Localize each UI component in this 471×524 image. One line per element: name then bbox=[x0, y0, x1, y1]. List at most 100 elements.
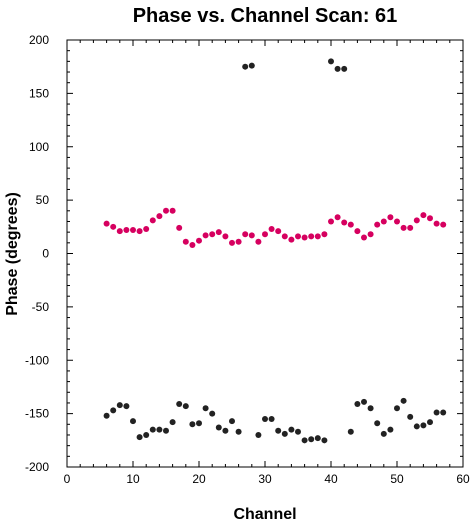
data-point bbox=[163, 207, 169, 214]
data-point bbox=[176, 224, 183, 231]
data-point bbox=[149, 217, 156, 224]
data-point bbox=[295, 233, 301, 240]
data-point bbox=[169, 419, 176, 426]
data-point bbox=[123, 227, 130, 234]
data-point bbox=[275, 427, 282, 434]
data-point bbox=[182, 238, 189, 245]
data-point bbox=[354, 401, 361, 408]
data-point bbox=[413, 423, 420, 430]
data-point bbox=[268, 415, 275, 422]
data-point bbox=[248, 232, 255, 239]
data-point bbox=[103, 220, 110, 227]
data-point bbox=[301, 437, 308, 444]
data-point bbox=[163, 427, 169, 434]
data-point bbox=[275, 228, 282, 235]
data-point bbox=[262, 415, 268, 422]
data-point bbox=[308, 436, 315, 443]
data-point bbox=[222, 427, 229, 434]
data-point bbox=[347, 428, 354, 435]
data-points bbox=[103, 58, 447, 444]
data-point bbox=[367, 231, 374, 238]
data-point bbox=[215, 424, 222, 431]
x-tick-label: 50 bbox=[390, 472, 404, 486]
data-point bbox=[321, 231, 328, 238]
data-point bbox=[341, 219, 348, 226]
data-point bbox=[110, 407, 117, 414]
data-point bbox=[374, 420, 381, 427]
data-point bbox=[367, 405, 374, 412]
data-point bbox=[130, 418, 136, 425]
data-point bbox=[295, 428, 301, 435]
data-point bbox=[314, 435, 321, 442]
data-point bbox=[308, 233, 315, 240]
data-point bbox=[235, 428, 242, 435]
data-point bbox=[387, 426, 394, 433]
data-point bbox=[334, 214, 341, 221]
data-point bbox=[209, 231, 216, 238]
data-point bbox=[328, 58, 334, 65]
data-point bbox=[242, 63, 249, 70]
y-tick-label: 50 bbox=[36, 193, 50, 207]
data-point bbox=[136, 434, 143, 441]
data-point bbox=[407, 224, 414, 231]
data-point bbox=[361, 398, 367, 405]
data-point bbox=[361, 234, 367, 241]
data-point bbox=[136, 228, 143, 235]
y-tick-label: -100 bbox=[25, 353, 49, 367]
data-point bbox=[262, 231, 268, 238]
data-point bbox=[420, 212, 427, 219]
data-point bbox=[427, 419, 433, 426]
x-tick-label: 10 bbox=[126, 472, 140, 486]
data-point bbox=[149, 426, 156, 433]
data-point bbox=[321, 437, 328, 444]
y-tick-label: -150 bbox=[25, 407, 49, 421]
data-point bbox=[116, 228, 123, 235]
data-point bbox=[433, 409, 440, 416]
data-point bbox=[328, 218, 334, 225]
data-point bbox=[229, 239, 235, 246]
data-point bbox=[413, 217, 420, 224]
data-point bbox=[169, 207, 176, 214]
x-tick-label: 20 bbox=[192, 472, 206, 486]
data-point bbox=[123, 403, 130, 410]
data-point bbox=[222, 233, 229, 240]
data-point bbox=[341, 65, 348, 72]
data-point bbox=[281, 430, 288, 437]
data-point bbox=[427, 215, 433, 222]
x-tick-label: 60 bbox=[456, 472, 470, 486]
data-point bbox=[202, 232, 209, 239]
data-point bbox=[189, 421, 196, 428]
data-point bbox=[130, 227, 136, 234]
data-point bbox=[380, 430, 387, 437]
data-point bbox=[268, 225, 275, 232]
data-point bbox=[394, 218, 400, 225]
data-point bbox=[248, 62, 255, 69]
data-point bbox=[380, 218, 387, 225]
data-point bbox=[196, 420, 202, 427]
y-axis-label: Phase (degrees) bbox=[4, 192, 21, 316]
data-point bbox=[215, 229, 222, 236]
data-point bbox=[400, 224, 407, 231]
data-point bbox=[394, 405, 400, 412]
y-tick-label: 100 bbox=[29, 140, 49, 154]
x-tick-label: 0 bbox=[64, 472, 71, 486]
data-point bbox=[196, 237, 202, 244]
data-point bbox=[354, 228, 361, 235]
data-point bbox=[288, 236, 295, 243]
x-axis-label: Channel bbox=[233, 506, 296, 523]
data-point bbox=[433, 220, 440, 227]
y-tick-label: -200 bbox=[25, 460, 49, 474]
data-point bbox=[440, 221, 447, 228]
y-tick-label: 0 bbox=[42, 247, 49, 261]
data-point bbox=[281, 233, 288, 240]
data-point bbox=[202, 405, 209, 412]
data-point bbox=[347, 221, 354, 228]
data-point bbox=[182, 403, 189, 410]
data-point bbox=[407, 413, 414, 420]
data-point bbox=[255, 431, 262, 438]
chart-title: Phase vs. Channel Scan: 61 bbox=[133, 5, 398, 27]
data-point bbox=[116, 402, 123, 409]
y-tick-label: 150 bbox=[29, 86, 49, 100]
data-point bbox=[110, 223, 117, 230]
